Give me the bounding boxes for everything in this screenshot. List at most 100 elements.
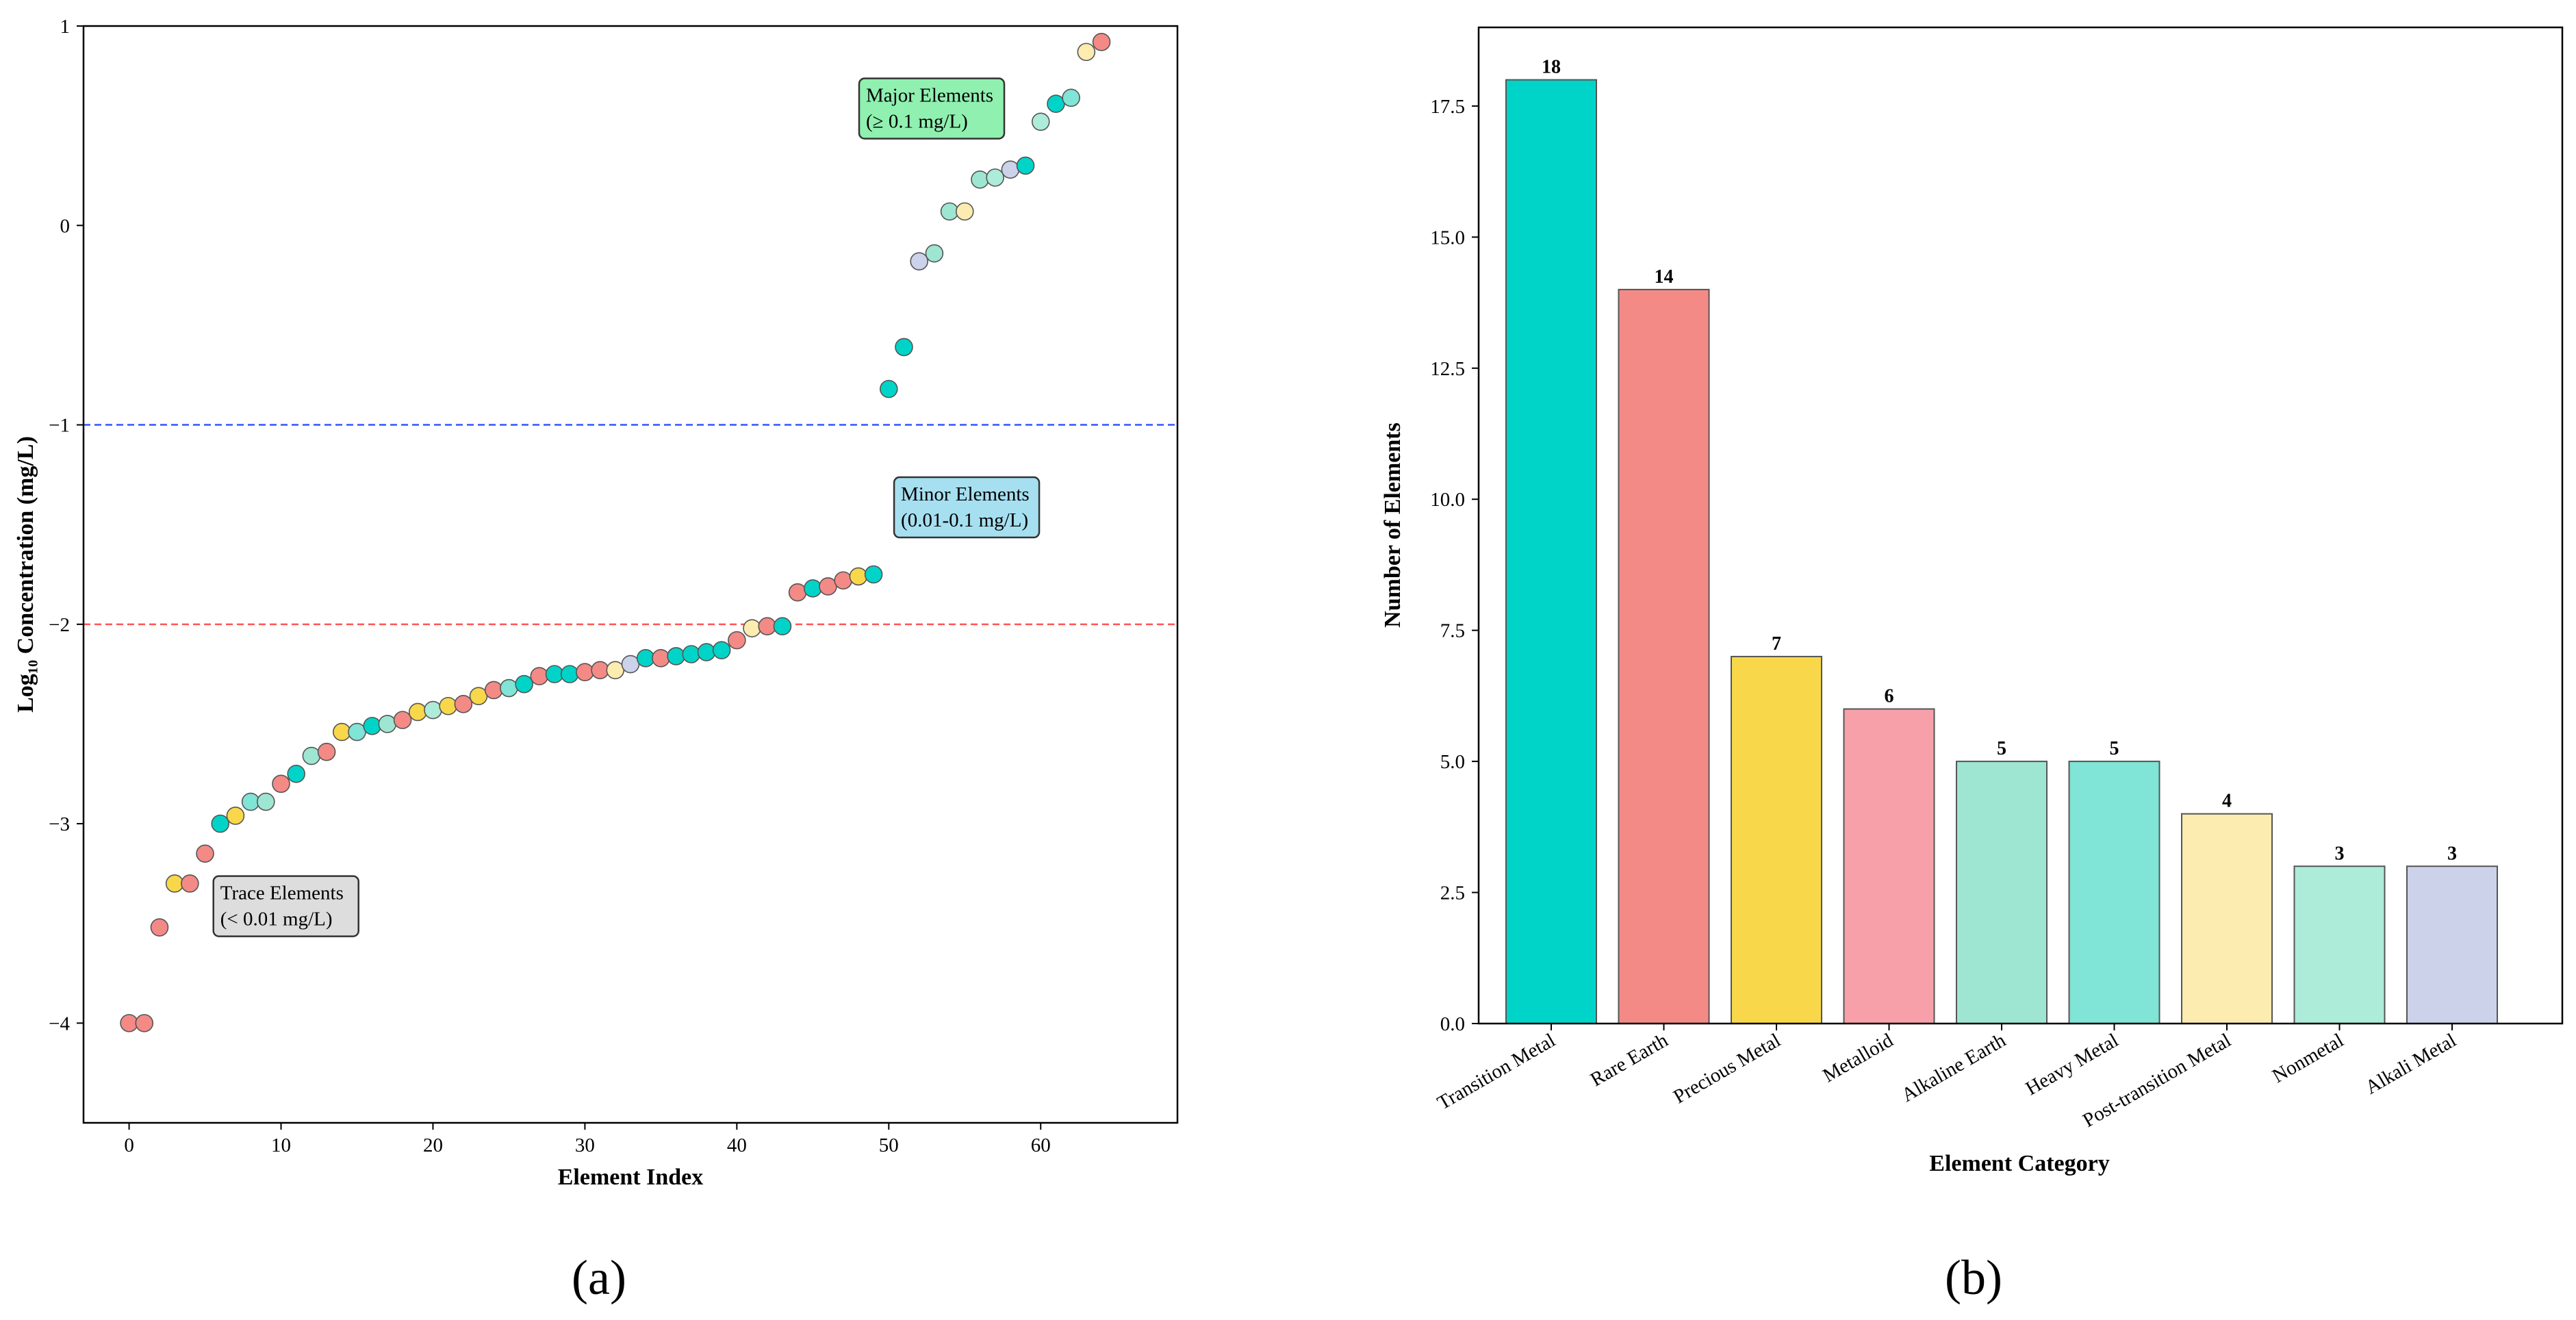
bar-value-label: 3 [2447, 843, 2457, 864]
bar-x-tick-label: Precious Metal [1670, 1029, 1784, 1108]
scatter-point [804, 579, 822, 598]
scatter-plot-frame [82, 25, 1179, 1124]
scatter-point [652, 649, 670, 668]
scatter-point [591, 661, 609, 680]
annotation-text: Major Elements [866, 85, 993, 107]
panel-b-label: (b) [1945, 1250, 2002, 1305]
scatter-point [196, 844, 214, 863]
scatter-point [181, 874, 199, 893]
bar-y-tick-label: 0.0 [1440, 1013, 1465, 1035]
scatter-point [712, 641, 731, 659]
bar-x-tick-label: Alkali Metal [2362, 1029, 2460, 1098]
scatter-point [333, 722, 351, 741]
panel-a-label: (a) [572, 1250, 626, 1305]
scatter-point [424, 700, 442, 720]
scatter-point [728, 631, 746, 650]
scatter-point [408, 702, 427, 722]
bar-value-label: 4 [2222, 791, 2232, 812]
annotation-box [212, 875, 359, 937]
scatter-point [910, 252, 928, 271]
bar [1956, 761, 2048, 1024]
bar-y-tick-label: 2.5 [1440, 883, 1465, 904]
annotation-box [893, 476, 1041, 539]
scatter-point [880, 379, 898, 398]
scatter-point [606, 661, 625, 680]
scatter-annotations: Major Elements (≥ 0.1 mg/L) Minor Elements… [212, 77, 1041, 937]
scatter-point [211, 814, 230, 833]
scatter-x-tick-label: 20 [423, 1134, 443, 1156]
bar-x-axis-title: Element Category [1929, 1151, 2109, 1176]
bar [1505, 79, 1597, 1024]
scatter-point [469, 687, 488, 705]
scatter-point [667, 647, 685, 665]
scatter-point [895, 338, 913, 357]
bar-value-label: 14 [1655, 266, 1674, 288]
scatter-point [758, 617, 777, 636]
scatter-point [515, 674, 533, 694]
scatter-panel: 0 10 20 30 40 50 60 10−1−2−3−4 Major Elements(… [13, 16, 1179, 1305]
bar-value-label: 5 [1997, 738, 2006, 759]
scatter-x-tick-label: 60 [1031, 1134, 1051, 1156]
scatter-point [530, 667, 549, 685]
bar-panel: 18 14 7 6 5 5 4 3 3 Transition Metal Rare EarthPr… [1380, 26, 2564, 1305]
scatter-point [834, 571, 853, 590]
scatter-point [576, 663, 594, 682]
bar [2406, 865, 2498, 1025]
scatter-x-tick-label: 10 [271, 1134, 291, 1156]
annotation-text: (< 0.01 mg/L) [220, 909, 333, 930]
scatter-point [226, 807, 245, 825]
scatter-point [697, 643, 716, 661]
scatter-point [1077, 42, 1096, 62]
scatter-point [120, 1014, 138, 1032]
scatter-y-tick-label: −2 [49, 614, 70, 636]
bar-x-tick-label: Metalloid [1819, 1029, 1897, 1087]
scatter-point [241, 792, 260, 811]
scatter-x-tick-label: 50 [879, 1134, 899, 1156]
bar-value-label: 5 [2110, 738, 2119, 759]
bar-value-labels: 18 14 7 6 5 5 4 3 3 [1542, 57, 2457, 865]
bar-x-tick-label: Alkaline Earth [1898, 1029, 2010, 1106]
scatter-point [272, 774, 290, 794]
minor-elements-annotation: Minor Elements (0.01-0.1 mg/L) [893, 476, 1041, 539]
bar [2181, 813, 2273, 1024]
bar-x-tick-label: Rare Earth [1587, 1029, 1672, 1091]
annotation-text: (0.01-0.1 mg/L) [901, 509, 1028, 531]
bar [2068, 761, 2160, 1024]
scatter-point [788, 583, 807, 602]
scatter-point [773, 617, 792, 636]
bar-y-ticks: 0.0 2.5 5.0 7.5 10.0 12.5 15.0 17.5 [1430, 96, 1479, 1035]
bar-value-label: 18 [1542, 57, 1561, 78]
bar [2293, 865, 2386, 1025]
bar-y-tick-label: 12.5 [1430, 358, 1465, 380]
scatter-point [925, 244, 944, 263]
bar [1618, 288, 1710, 1024]
scatter-point [1016, 156, 1035, 175]
scatter-point [348, 722, 366, 741]
scatter-point [545, 665, 564, 683]
bar-y-tick-label: 15.0 [1430, 227, 1465, 249]
scatter-point [971, 170, 989, 189]
bar-x-tick-label: Heavy Metal [2022, 1029, 2122, 1100]
scatter-point [393, 711, 412, 729]
scatter-point [1092, 33, 1111, 51]
scatter-point [986, 168, 1004, 187]
bar-plot-frame [1477, 26, 2564, 1025]
bar [1843, 708, 1935, 1025]
scatter-y-tick-label: 1 [60, 16, 71, 38]
annotation-text: Minor Elements [901, 483, 1030, 505]
annotation-box [858, 77, 1006, 140]
bar-x-tick-label: Transition Metal [1433, 1029, 1559, 1114]
scatter-point [955, 202, 974, 221]
scatter-point [317, 742, 336, 761]
threshold-lines [84, 424, 1177, 626]
scatter-point [302, 746, 321, 765]
scatter-x-tick-label: 0 [124, 1134, 134, 1156]
scatter-point [682, 645, 701, 663]
scatter-point [484, 681, 503, 700]
bar-y-axis-title: Number of Elements [1380, 422, 1405, 628]
bar-series [1505, 79, 2498, 1025]
bar-value-label: 3 [2335, 843, 2345, 864]
scatter-point [560, 665, 579, 683]
scatter-point [135, 1014, 154, 1032]
